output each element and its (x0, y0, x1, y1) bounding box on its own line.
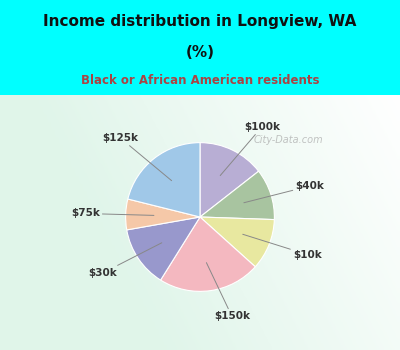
Wedge shape (200, 171, 274, 219)
Text: $30k: $30k (88, 243, 162, 278)
Wedge shape (127, 217, 200, 280)
Text: $10k: $10k (243, 234, 322, 260)
Text: $125k: $125k (102, 133, 172, 181)
Wedge shape (128, 143, 200, 217)
Text: $100k: $100k (220, 122, 280, 176)
Text: $150k: $150k (206, 262, 250, 321)
Text: $40k: $40k (244, 181, 324, 203)
Text: (%): (%) (186, 46, 214, 60)
Text: City-Data.com: City-Data.com (253, 135, 323, 146)
Text: Black or African American residents: Black or African American residents (81, 74, 319, 87)
Text: $75k: $75k (71, 209, 154, 218)
Text: Income distribution in Longview, WA: Income distribution in Longview, WA (43, 14, 357, 29)
Wedge shape (200, 217, 274, 267)
Wedge shape (126, 199, 200, 230)
Wedge shape (160, 217, 255, 291)
Wedge shape (200, 143, 259, 217)
